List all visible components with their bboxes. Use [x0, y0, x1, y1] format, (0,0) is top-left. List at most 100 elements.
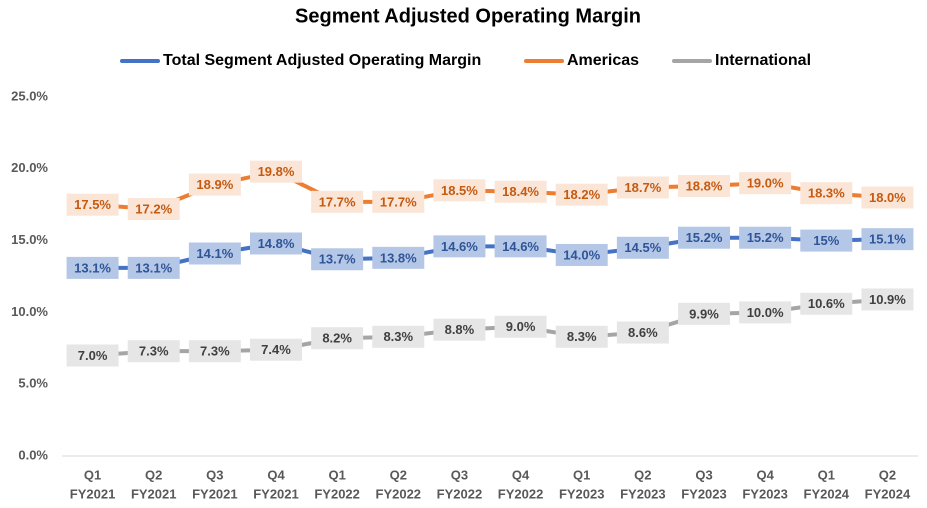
data-label-box [372, 246, 425, 269]
x-tick-label: FY2023 [559, 486, 605, 501]
legend-label: Total Segment Adjusted Operating Margin [163, 52, 481, 69]
data-label-box [311, 190, 364, 213]
x-tick-label: Q3 [206, 467, 223, 482]
data-label: 19.8% [258, 164, 295, 179]
y-tick-label: 10.0% [11, 304, 48, 319]
data-label: 14.6% [502, 239, 539, 254]
data-label-box [188, 242, 241, 265]
data-label: 8.3% [567, 329, 597, 344]
data-label: 18.8% [686, 178, 723, 193]
data-label-box [678, 175, 730, 198]
data-label: 18.3% [808, 186, 845, 201]
x-tick-label: Q1 [573, 467, 590, 482]
data-label-box [127, 256, 180, 279]
data-label: 14.1% [196, 246, 233, 261]
data-label-box [311, 327, 364, 350]
y-tick-label: 15.0% [11, 232, 48, 247]
data-label: 15.2% [686, 230, 723, 245]
data-label: 7.0% [78, 348, 108, 363]
x-tick-label: FY2022 [314, 486, 360, 501]
data-label-box [66, 344, 119, 367]
data-label: 13.1% [74, 260, 111, 275]
data-label-box [616, 321, 669, 344]
data-label-box [800, 182, 853, 205]
data-label: 9.9% [689, 306, 719, 321]
data-label: 18.5% [441, 183, 478, 198]
data-label: 9.0% [506, 319, 536, 334]
legend-label: Americas [567, 52, 639, 69]
data-label-box [861, 186, 914, 209]
chart-title: Segment Adjusted Operating Margin [295, 5, 641, 27]
x-tick-label: FY2021 [192, 486, 238, 501]
x-tick-label: FY2023 [742, 486, 788, 501]
y-tick-label: 0.0% [18, 447, 48, 462]
data-label: 19.0% [747, 176, 784, 191]
x-tick-label: Q4 [267, 467, 285, 482]
data-label: 8.6% [628, 325, 658, 340]
data-label-box [433, 235, 486, 258]
x-tick-label: FY2023 [681, 486, 727, 501]
data-label-box [555, 325, 608, 348]
x-tick-label: Q3 [695, 467, 712, 482]
data-label-box [800, 292, 853, 315]
data-label: 10.9% [869, 292, 906, 307]
data-label-box [494, 235, 547, 258]
data-label: 7.3% [139, 344, 169, 359]
y-tick-label: 5.0% [18, 376, 48, 391]
data-label: 13.7% [319, 252, 356, 267]
data-label-box [433, 318, 486, 341]
data-label-box [616, 176, 669, 199]
x-tick-label: FY2021 [131, 486, 177, 501]
data-label-box [250, 160, 302, 183]
data-label: 17.7% [319, 194, 356, 209]
data-label: 13.1% [135, 260, 172, 275]
data-label: 10.0% [747, 305, 784, 320]
data-label-box [66, 256, 119, 279]
x-tick-label: FY2022 [498, 486, 544, 501]
data-label-box [739, 301, 792, 324]
data-label-box [433, 179, 486, 202]
data-label-box [66, 193, 119, 216]
x-tick-label: FY2024 [865, 486, 911, 501]
data-label: 13.8% [380, 250, 417, 265]
data-label: 14.0% [563, 247, 600, 262]
data-label-box [861, 228, 914, 251]
data-label: 18.4% [502, 184, 539, 199]
x-tick-label: Q2 [879, 467, 896, 482]
x-tick-label: Q2 [634, 467, 651, 482]
data-label: 8.3% [383, 329, 413, 344]
data-label: 7.4% [261, 342, 291, 357]
data-label-box [494, 315, 547, 338]
data-label-box [800, 229, 853, 252]
legend-label: International [715, 52, 811, 69]
data-label-box [250, 338, 302, 361]
x-tick-label: FY2022 [437, 486, 483, 501]
data-label-box [555, 243, 608, 266]
data-label-box [678, 226, 730, 249]
x-tick-label: Q2 [145, 467, 162, 482]
data-label-box [188, 173, 241, 196]
x-tick-label: Q1 [818, 467, 835, 482]
data-label: 14.8% [258, 236, 295, 251]
data-label-box [678, 302, 730, 325]
data-label-box [127, 198, 180, 221]
data-label-box [250, 232, 302, 255]
x-tick-label: FY2024 [804, 486, 850, 501]
x-tick-label: Q3 [451, 467, 468, 482]
data-label-box [188, 340, 241, 363]
data-label: 18.7% [624, 180, 661, 195]
data-label-box [616, 236, 669, 259]
data-label-box [372, 190, 425, 213]
data-label: 15% [813, 233, 839, 248]
y-tick-label: 25.0% [11, 88, 48, 103]
data-label-box [311, 248, 364, 271]
data-label-box [494, 180, 547, 203]
data-label: 18.9% [196, 177, 233, 192]
data-label-box [555, 183, 608, 206]
data-label: 17.5% [74, 197, 111, 212]
x-tick-label: FY2021 [253, 486, 299, 501]
data-label: 18.0% [869, 190, 906, 205]
data-label: 8.2% [322, 331, 352, 346]
data-label: 17.7% [380, 194, 417, 209]
data-label: 14.6% [441, 239, 478, 254]
